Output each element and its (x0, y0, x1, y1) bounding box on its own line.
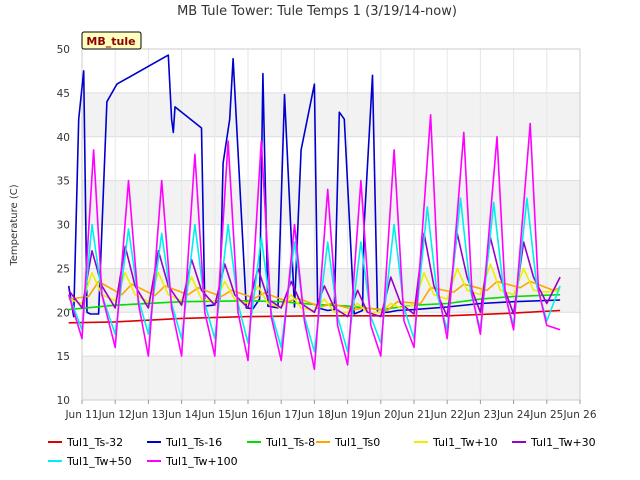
series-lines (67, 54, 561, 371)
legend-label: Tul1_Ts0 (334, 436, 380, 449)
site-label-box: MB_tule (81, 31, 142, 50)
series-line (68, 309, 561, 324)
y-tick-label: 10 (57, 395, 70, 407)
y-tick-label: 30 (57, 220, 70, 232)
x-tick-label: Jun 14 (164, 409, 198, 421)
x-tick-label: Jun 12 (98, 409, 132, 421)
x-axis: Jun 11 Jun 12 Jun 13 Jun 14 Jun 15 Jun 16 Jun … (64, 400, 597, 421)
legend-label: Tul1_Ts-16 (165, 436, 222, 449)
plot-band (82, 92, 580, 137)
y-tick-label: 35 (57, 176, 70, 188)
legend-label: Tul1_Tw+100 (165, 455, 238, 468)
x-tick-label: Jun 13 (131, 409, 165, 421)
series-line (68, 232, 561, 318)
series-line (68, 280, 561, 312)
y-tick-label: 25 (57, 263, 70, 275)
y-tick-label: 45 (57, 88, 70, 100)
site-label: MB_tule (86, 35, 135, 48)
legend-label: Tul1_Tw+30 (530, 436, 596, 449)
legend-label: Tul1_Tw+50 (66, 455, 132, 468)
x-tick-label: Jun 16 (230, 409, 264, 421)
y-tick-label: 15 (57, 351, 70, 363)
legend-label: Tul1_Ts-8 (265, 436, 315, 449)
x-tick-label: Jun 11 (64, 409, 98, 421)
plot-band (82, 356, 580, 400)
y-tick-label: 20 (57, 307, 70, 319)
plot-band (82, 49, 580, 93)
x-tick-label: Jun 18 (297, 409, 331, 421)
series-line (67, 114, 561, 371)
x-tick-label: Jun 26 (562, 409, 596, 421)
y-axis-label: Temperature (C) (9, 184, 20, 266)
y-axis: 10 15 20 25 30 35 40 45 50 (57, 44, 70, 407)
x-tick-label: Jun 17 (264, 409, 298, 421)
x-tick-label: Jun 22 (430, 409, 464, 421)
plot-band (82, 312, 580, 357)
site-label-bg (81, 31, 142, 50)
x-tick-label: Jun 19 (330, 409, 364, 421)
plot-area-border (81, 48, 581, 401)
x-tick-label: Jun 23 (463, 409, 497, 421)
x-tick-label: Jun 24 (496, 409, 530, 421)
y-tick-label: 40 (57, 132, 70, 144)
legend-label: Tul1_Ts-32 (66, 436, 123, 449)
y-tick-label: 50 (57, 44, 70, 56)
legend: Tul1_Ts-32 Tul1_Ts-16 Tul1_Ts-8 Tul1_Ts0 Tul… (48, 436, 596, 468)
legend-label: Tul1_Tw+10 (432, 436, 498, 449)
x-tick-label: Jun 25 (529, 409, 563, 421)
x-tick-label: Jun 15 (197, 409, 231, 421)
x-tick-label: Jun 21 (396, 409, 430, 421)
chart-title: MB Tule Tower: Tule Temps 1 (3/19/14-now… (177, 4, 457, 19)
x-tick-label: Jun 20 (363, 409, 397, 421)
plot-band (82, 136, 580, 181)
plot-band (82, 180, 580, 225)
